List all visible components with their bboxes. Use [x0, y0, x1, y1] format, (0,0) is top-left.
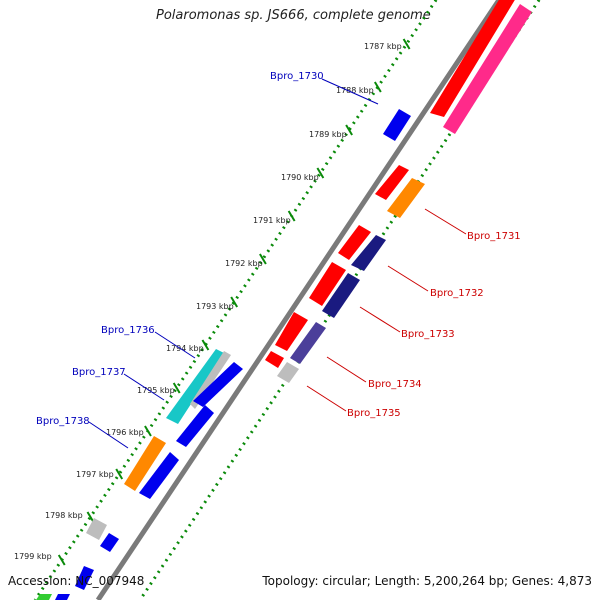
gene-label-bpro-1736[interactable]: Bpro_1736 — [101, 325, 155, 336]
gene-outer-magenta-large[interactable] — [443, 4, 532, 134]
gene-red-1731a[interactable] — [375, 165, 409, 200]
gene-label-bpro-1731[interactable]: Bpro_1731 — [467, 231, 521, 242]
gene-label-bpro-1735[interactable]: Bpro_1735 — [347, 408, 401, 419]
gene-label-bpro-1730[interactable]: Bpro_1730 — [270, 71, 324, 82]
gene-orange-1731[interactable] — [387, 178, 425, 218]
kbp-label-1799: 1799 kbp — [14, 552, 52, 561]
scale-tick — [287, 210, 296, 222]
accession-text: Accession: NC_007948 — [8, 574, 145, 588]
kbp-labels: 1787 kbp 1788 kbp 1789 kbp 1790 kbp 1791… — [14, 42, 402, 561]
gene-outer-red-large[interactable] — [430, 0, 516, 117]
scale-tick — [115, 468, 124, 480]
kbp-label-1793: 1793 kbp — [196, 302, 234, 311]
gene-cyan-1736[interactable] — [166, 349, 224, 424]
kbp-label-1788: 1788 kbp — [336, 86, 374, 95]
scale-tick — [57, 554, 66, 566]
kbp-label-1795: 1795 kbp — [137, 386, 175, 395]
gene-label-bpro-1734[interactable]: Bpro_1734 — [368, 379, 422, 390]
scale-tick — [259, 253, 267, 265]
kbp-label-1790: 1790 kbp — [281, 173, 319, 182]
gene-blue-bottom2[interactable] — [55, 594, 70, 600]
kbp-label-1789: 1789 kbp — [309, 130, 347, 139]
gene-label-bpro-1737[interactable]: Bpro_1737 — [72, 367, 126, 378]
gene-label-bpro-1733[interactable]: Bpro_1733 — [401, 329, 455, 340]
kbp-label-1797: 1797 kbp — [76, 470, 114, 479]
gene-labels: Bpro_1730 Bpro_1731 Bpro_1732 Bpro_1733 … — [36, 71, 521, 427]
gene-red-1734a[interactable] — [275, 312, 308, 351]
gene-blue-1798[interactable] — [100, 533, 119, 552]
gene-green-bottom[interactable] — [36, 594, 52, 600]
scale-ticks — [57, 38, 411, 566]
gene-leader-lines — [88, 78, 467, 449]
gene-label-bpro-1732[interactable]: Bpro_1732 — [430, 288, 484, 299]
gene-blue-1738b[interactable] — [139, 452, 179, 499]
gene-red-1732a[interactable] — [338, 225, 371, 260]
scale-tick — [230, 296, 239, 308]
kbp-label-1792: 1792 kbp — [225, 259, 263, 268]
gene-red-small[interactable] — [265, 351, 284, 368]
kbp-label-1787: 1787 kbp — [364, 42, 402, 51]
gene-red-1733a[interactable] — [309, 262, 346, 306]
scale-tick — [402, 38, 411, 50]
genome-backbone — [95, 0, 502, 600]
gene-blue-1737b[interactable] — [176, 405, 214, 447]
scale-dots-inner — [33, 0, 438, 600]
gene-navy-1732[interactable] — [351, 235, 386, 271]
scale-tick — [345, 124, 353, 136]
gene-blue-1730[interactable] — [383, 109, 411, 141]
scale-tick — [172, 382, 181, 394]
genome-info-text: Topology: circular; Length: 5,200,264 bp… — [262, 574, 592, 588]
kbp-label-1791: 1791 kbp — [253, 216, 291, 225]
scale-tick — [373, 81, 382, 93]
scale-tick — [316, 167, 325, 179]
gene-slate-1734[interactable] — [290, 322, 326, 364]
gene-label-bpro-1738[interactable]: Bpro_1738 — [36, 416, 90, 427]
scale-tick — [86, 511, 95, 523]
scale-tick — [144, 425, 152, 437]
kbp-label-1796: 1796 kbp — [106, 428, 144, 437]
map-title: Polaromonas sp. JS666, complete genome — [156, 8, 431, 23]
kbp-label-1798: 1798 kbp — [45, 511, 83, 520]
gene-gray-1798[interactable] — [86, 518, 107, 540]
kbp-label-1794: 1794 kbp — [166, 344, 204, 353]
gene-orange-1738[interactable] — [124, 436, 166, 491]
gene-blue-1737a[interactable] — [193, 362, 243, 407]
gene-blue-bottom[interactable] — [75, 566, 94, 590]
scale-tick — [201, 339, 210, 351]
gene-navy-1733[interactable] — [322, 273, 360, 318]
gene-gray-1735[interactable] — [277, 362, 299, 383]
